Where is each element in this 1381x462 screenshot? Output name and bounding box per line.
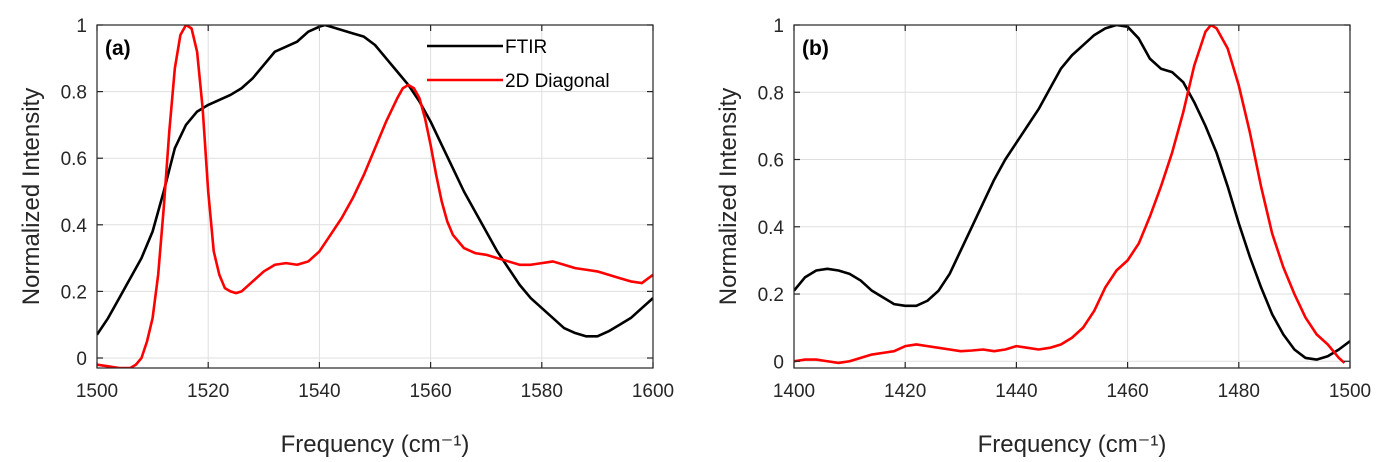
chart-0-x-tick-label-2: 1540 bbox=[298, 381, 340, 402]
chart-0-y-tick-label-0: 0 bbox=[76, 349, 87, 370]
chart-0-plot-area bbox=[97, 25, 653, 368]
chart-0-x-axis-label: Frequency (cm⁻¹) bbox=[281, 431, 470, 458]
chart-0-panel-label: (a) bbox=[105, 37, 131, 60]
chart-1-series-line-0 bbox=[794, 25, 1350, 361]
chart-1-y-tick-label-2: 0.4 bbox=[758, 218, 785, 239]
chart-1-x-tick-label-0: 1400 bbox=[773, 381, 815, 402]
panel-a: 1500 1520 1540 1560 1580 1600 0 0.2 0.4 0.6 0.8 1 Fr… bbox=[18, 16, 674, 458]
chart-0-x-tick-label-0: 1500 bbox=[76, 381, 118, 402]
chart-0-series-line-0 bbox=[97, 25, 653, 338]
chart-0-series-line-1 bbox=[97, 25, 653, 368]
chart-1-x-tick-label-3: 1460 bbox=[1106, 381, 1148, 402]
chart-1-y-tick-label-1: 0.2 bbox=[758, 285, 784, 306]
chart-1-x-axis-label: Frequency (cm⁻¹) bbox=[978, 431, 1167, 458]
chart-0-x-tick-label-4: 1580 bbox=[521, 381, 563, 402]
chart-1-x-tick-label-2: 1440 bbox=[995, 381, 1037, 402]
chart-0-axes-box bbox=[96, 24, 654, 369]
chart-1-y-tick-label-4: 0.8 bbox=[758, 83, 784, 104]
chart-1-x-tick-label-5: 1500 bbox=[1329, 381, 1371, 402]
chart-0-y-tick-label-1: 0.2 bbox=[61, 282, 87, 303]
chart-1-y-tick-label-3: 0.6 bbox=[758, 151, 784, 172]
chart-1-plot-area bbox=[794, 25, 1350, 368]
chart-0-legend-label-0: FTIR bbox=[505, 37, 547, 58]
chart-1-y-tick-label-5: 1 bbox=[773, 16, 784, 37]
chart-1-x-tick-label-1: 1420 bbox=[884, 381, 926, 402]
chart-0-x-tick-label-5: 1600 bbox=[632, 381, 674, 402]
chart-0-x-tick-label-3: 1560 bbox=[409, 381, 451, 402]
chart-1-y-tick-label-0: 0 bbox=[773, 352, 784, 373]
chart-0-y-tick-label-5: 1 bbox=[76, 16, 87, 37]
chart-0-x-tick-label-1: 1520 bbox=[187, 381, 229, 402]
panel-b: 1400 1420 1440 1460 1480 1500 0 0.2 0.4 0.6 0.8 1 Fr… bbox=[715, 16, 1371, 458]
chart-1-series-line-1 bbox=[794, 25, 1346, 365]
chart-0-y-tick-label-3: 0.6 bbox=[61, 149, 87, 170]
chart-1-x-tick-label-4: 1480 bbox=[1218, 381, 1260, 402]
chart-1-y-axis-label: Normalized Intensity bbox=[715, 88, 742, 305]
chart-0-legend-label-1: 2D Diagonal bbox=[505, 71, 610, 92]
chart-0-y-axis-label: Normalized Intensity bbox=[18, 88, 45, 305]
chart-1-panel-label: (b) bbox=[802, 37, 829, 60]
chart-0-y-tick-label-4: 0.8 bbox=[61, 83, 87, 104]
chart-0-y-tick-label-2: 0.4 bbox=[61, 216, 88, 237]
chart-1-axes-box bbox=[793, 24, 1351, 369]
